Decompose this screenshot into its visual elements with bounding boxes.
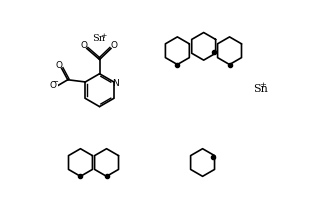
Text: O: O xyxy=(56,61,63,70)
Text: Sn: Sn xyxy=(92,34,105,43)
Text: O: O xyxy=(50,81,57,90)
Text: +: + xyxy=(100,32,106,40)
Text: −: − xyxy=(53,79,58,85)
Text: N: N xyxy=(113,79,119,88)
Text: O: O xyxy=(110,41,117,50)
Text: O: O xyxy=(81,41,88,50)
Text: Sn: Sn xyxy=(253,84,268,94)
Text: +: + xyxy=(259,81,266,89)
